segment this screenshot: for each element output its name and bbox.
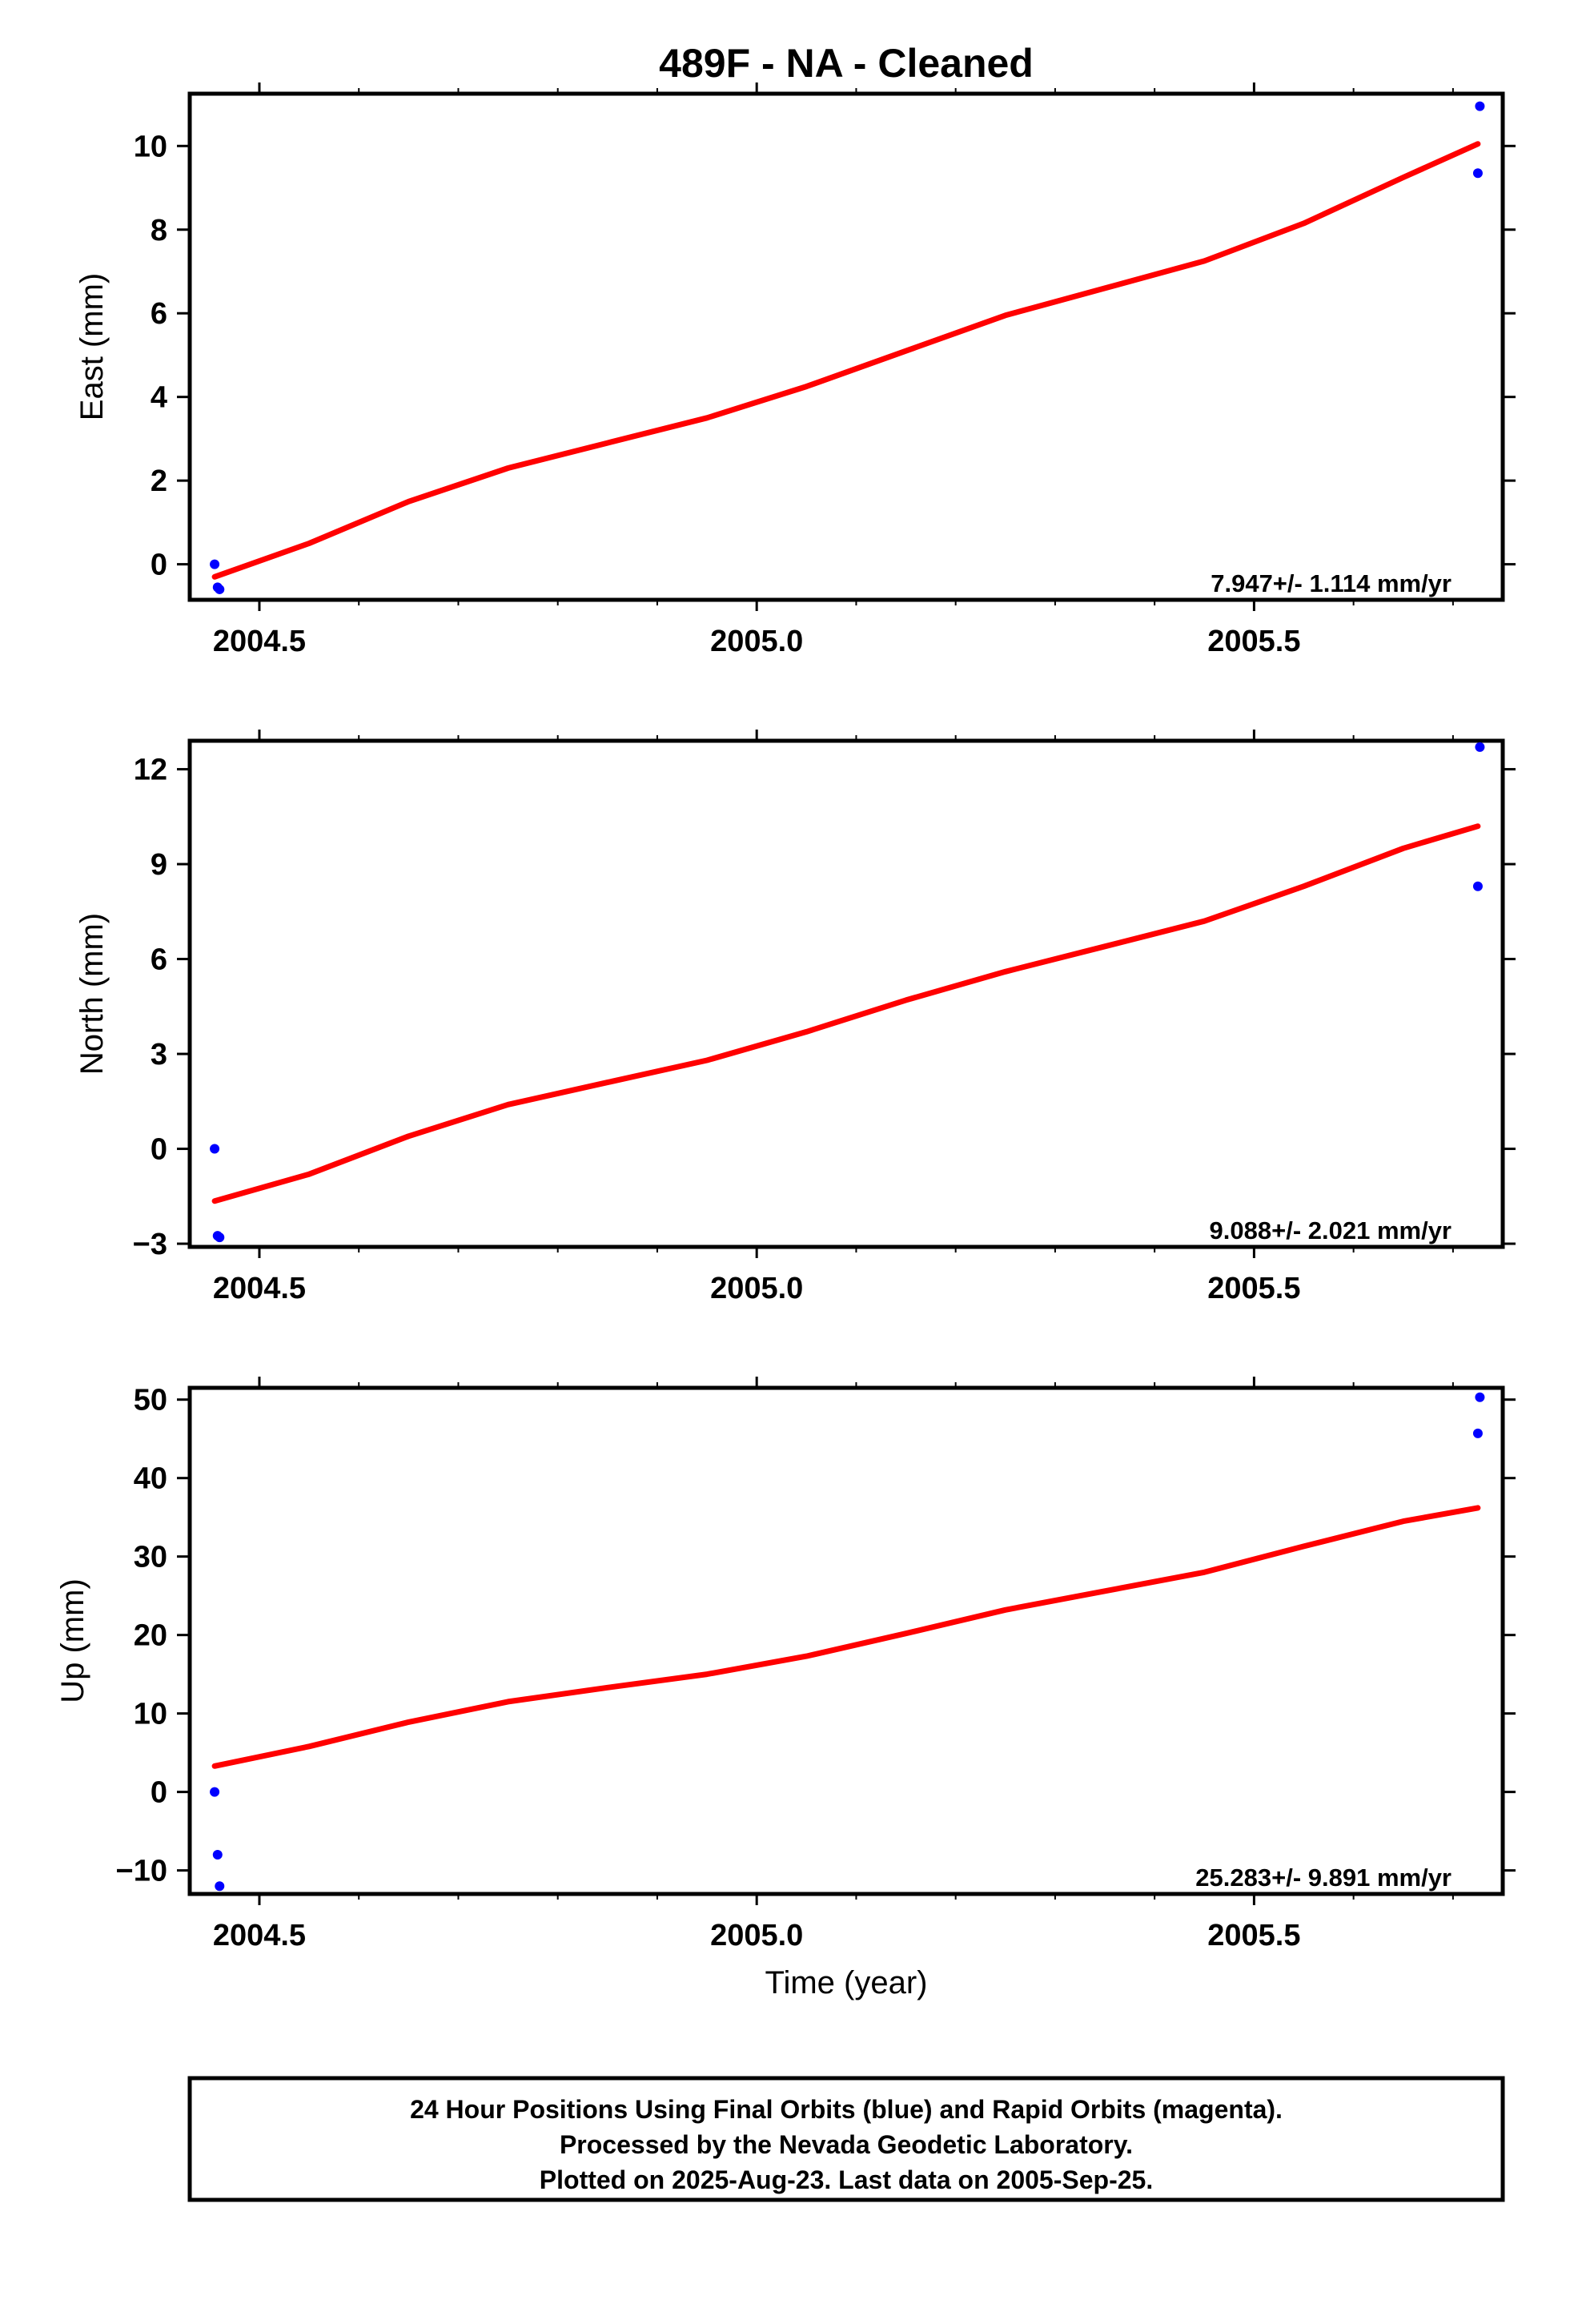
up-y-axis-label: Up (mm) <box>55 1578 90 1703</box>
east-data-point <box>215 584 225 594</box>
east-fit-line <box>211 141 1481 580</box>
east-x-tick-label: 2005.0 <box>710 625 803 658</box>
up-y-tick-label: 50 <box>134 1384 167 1417</box>
up-plot-frame <box>187 1385 1505 1896</box>
east-y-tick-label: 6 <box>151 297 167 331</box>
north-data-point <box>1475 742 1485 752</box>
figure-title: 489F - NA - Cleaned <box>659 41 1034 86</box>
north-x-tick-label: 2005.0 <box>710 1272 803 1305</box>
north-data-point <box>215 1232 225 1243</box>
footer-box: 24 Hour Positions Using Final Orbits (bl… <box>187 2076 1505 2202</box>
north-y-tick-label: 9 <box>151 848 167 882</box>
up-x-tick-label: 2005.5 <box>1207 1919 1300 1952</box>
north-y-tick-label: 3 <box>151 1038 167 1072</box>
north-y-axis-label: North (mm) <box>74 913 110 1075</box>
up-y-tick-label: 0 <box>151 1776 167 1810</box>
north-panel: 2004.5 2005.0 2005.5 −3 0 3 6 9 12 North (mm) 9.08… <box>74 730 1516 1305</box>
east-y-tick-label: 8 <box>151 214 167 247</box>
up-y-tick-label: 20 <box>134 1619 167 1653</box>
east-plot-frame <box>187 91 1505 602</box>
east-y-tick-label: 10 <box>134 130 167 163</box>
up-data-point <box>212 1850 223 1860</box>
up-data-point <box>1475 1392 1485 1402</box>
up-x-axis-label: Time (year) <box>765 1965 928 2000</box>
up-rate-label: 25.283+/- 9.891 mm/yr <box>1195 1864 1452 1892</box>
up-x-tick-label: 2004.5 <box>213 1919 306 1952</box>
up-panel: 2004.5 2005.0 2005.5 −10 0 10 20 30 40 50 Up (mm) T… <box>55 1377 1516 2000</box>
up-data-point <box>210 1787 220 1797</box>
up-data-point <box>1472 1428 1483 1438</box>
north-plot-frame <box>187 738 1505 1249</box>
east-data-point <box>1475 101 1485 111</box>
north-y-tick-label: 6 <box>151 943 167 977</box>
east-data-point <box>1472 168 1483 179</box>
up-data-point <box>215 1881 225 1892</box>
up-fit-line <box>211 1505 1481 1769</box>
up-y-tick-label: 10 <box>134 1698 167 1731</box>
north-data-point <box>210 1144 220 1154</box>
east-y-tick-label: 0 <box>151 549 167 582</box>
north-rate-label: 9.088+/- 2.021 mm/yr <box>1210 1216 1452 1244</box>
east-panel: 2004.5 2005.0 2005.5 0 2 4 6 8 10 East (mm) 7.947+… <box>74 82 1516 658</box>
north-y-tick-label: −3 <box>133 1228 167 1261</box>
north-y-tick-label: 12 <box>134 754 167 787</box>
north-data-point <box>1472 881 1483 891</box>
north-x-tick-label: 2005.5 <box>1207 1272 1300 1305</box>
north-y-tick-label: 0 <box>151 1133 167 1167</box>
up-y-tick-label: −10 <box>116 1855 167 1888</box>
up-x-tick-label: 2005.0 <box>710 1919 803 1952</box>
north-fit-line <box>211 823 1481 1204</box>
east-y-tick-label: 4 <box>151 381 167 415</box>
east-x-tick-label: 2004.5 <box>213 625 306 658</box>
up-y-tick-label: 30 <box>134 1541 167 1574</box>
footer-line-2: Processed by the Nevada Geodetic Laborat… <box>560 2130 1133 2159</box>
east-rate-label: 7.947+/- 1.114 mm/yr <box>1211 569 1452 597</box>
up-y-tick-label: 40 <box>134 1462 167 1496</box>
east-y-tick-label: 2 <box>151 464 167 498</box>
east-x-tick-label: 2005.5 <box>1207 625 1300 658</box>
north-x-tick-label: 2004.5 <box>213 1272 306 1305</box>
east-data-point <box>210 559 220 569</box>
footer-line-3: Plotted on 2025-Aug-23. Last data on 200… <box>540 2165 1153 2194</box>
east-y-axis-label: East (mm) <box>74 273 110 420</box>
footer-line-1: 24 Hour Positions Using Final Orbits (bl… <box>410 2095 1283 2124</box>
